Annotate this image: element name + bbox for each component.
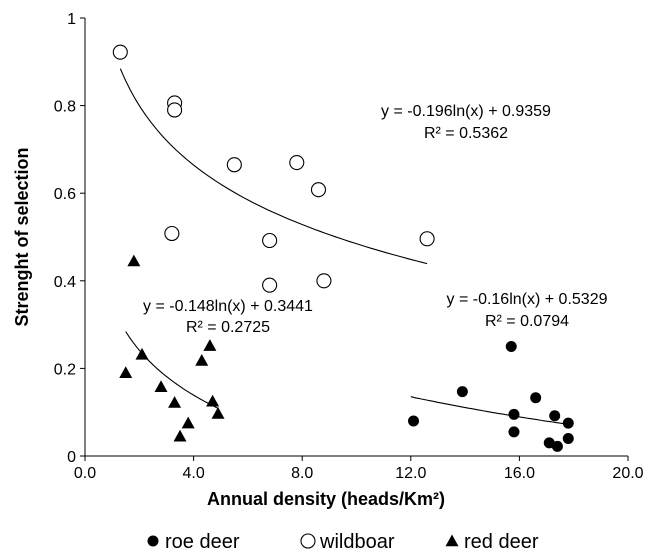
legend: roe deer wildboar red deer bbox=[147, 531, 539, 553]
y-axis-title: Strenght of selection bbox=[12, 147, 32, 326]
x-tick-label: 8.0 bbox=[291, 465, 313, 482]
point-wildboar bbox=[226, 157, 242, 173]
point-wildboar bbox=[316, 273, 332, 289]
point-roe-deer bbox=[508, 408, 520, 420]
data-points bbox=[112, 44, 574, 452]
point-wildboar bbox=[419, 231, 435, 247]
trend-equation-wildboar: y = -0.196ln(x) + 0.9359 bbox=[381, 103, 551, 120]
legend-marker-wildboar bbox=[300, 533, 316, 549]
point-red-deer bbox=[135, 347, 149, 360]
point-roe-deer bbox=[551, 440, 563, 452]
trend-line-wildboar bbox=[119, 68, 428, 265]
point-wildboar bbox=[262, 232, 278, 249]
legend-marker-roe-deer bbox=[147, 535, 159, 547]
point-wildboar bbox=[112, 44, 128, 60]
trend-r2-red-deer: R² = 0.2725 bbox=[186, 319, 270, 336]
point-roe-deer bbox=[530, 392, 542, 404]
y-tick-label: 0.2 bbox=[54, 361, 76, 378]
point-roe-deer bbox=[562, 417, 574, 429]
point-red-deer bbox=[203, 339, 217, 351]
x-tick-label: 4.0 bbox=[182, 465, 204, 482]
point-red-deer bbox=[119, 366, 133, 378]
trend-equation-roe-deer: y = -0.16ln(x) + 0.5329 bbox=[447, 291, 608, 308]
x-tick-label: 12.0 bbox=[395, 465, 426, 482]
trend-r2-wildboar: R² = 0.5362 bbox=[424, 125, 508, 142]
point-wildboar bbox=[167, 102, 183, 118]
legend-label-wildboar: wildboar bbox=[319, 531, 395, 553]
point-red-deer bbox=[168, 396, 182, 408]
point-wildboar bbox=[164, 225, 180, 242]
point-red-deer bbox=[181, 416, 195, 429]
legend-marker-red-deer bbox=[445, 534, 459, 547]
point-red-deer bbox=[154, 380, 168, 392]
trend-annotations: y = -0.16ln(x) + 0.5329 R² = 0.0794 y = -0… bbox=[143, 103, 608, 336]
point-roe-deer bbox=[505, 341, 517, 352]
y-tick-label: 0.4 bbox=[54, 274, 76, 291]
x-axis-title: Annual density (heads/Km²) bbox=[207, 489, 445, 509]
point-wildboar bbox=[262, 277, 278, 293]
x-tick-label: 20.0 bbox=[612, 465, 643, 482]
y-tick-label: 0.6 bbox=[54, 186, 76, 203]
legend-label-roe-deer: roe deer bbox=[165, 531, 240, 553]
point-red-deer bbox=[173, 429, 187, 442]
point-red-deer bbox=[195, 354, 209, 366]
point-red-deer bbox=[206, 394, 220, 407]
trend-equation-red-deer: y = -0.148ln(x) + 0.3441 bbox=[143, 298, 313, 315]
point-wildboar bbox=[310, 182, 327, 198]
point-roe-deer bbox=[562, 432, 574, 444]
legend-label-red-deer: red deer bbox=[464, 531, 539, 553]
axes: 0.0 4.0 8.0 12.0 16.0 20.0 0 0.2 0.4 0.6 0.8 1 bbox=[54, 11, 644, 482]
point-red-deer bbox=[211, 407, 225, 419]
trend-lines bbox=[119, 68, 569, 425]
trend-line-red-deer bbox=[125, 331, 219, 409]
trend-line-roe-deer bbox=[410, 396, 569, 425]
x-tick-label: 0.0 bbox=[74, 465, 96, 482]
point-wildboar bbox=[289, 154, 305, 171]
trend-r2-roe-deer: R² = 0.0794 bbox=[485, 313, 569, 330]
point-roe-deer bbox=[549, 410, 561, 422]
point-red-deer bbox=[127, 254, 141, 267]
y-tick-label: 0 bbox=[67, 449, 76, 466]
point-roe-deer bbox=[456, 386, 468, 398]
point-roe-deer bbox=[508, 426, 520, 438]
point-roe-deer bbox=[408, 415, 420, 427]
y-tick-label: 1 bbox=[67, 11, 76, 28]
y-tick-label: 0.8 bbox=[54, 99, 76, 116]
x-tick-label: 16.0 bbox=[504, 465, 535, 482]
